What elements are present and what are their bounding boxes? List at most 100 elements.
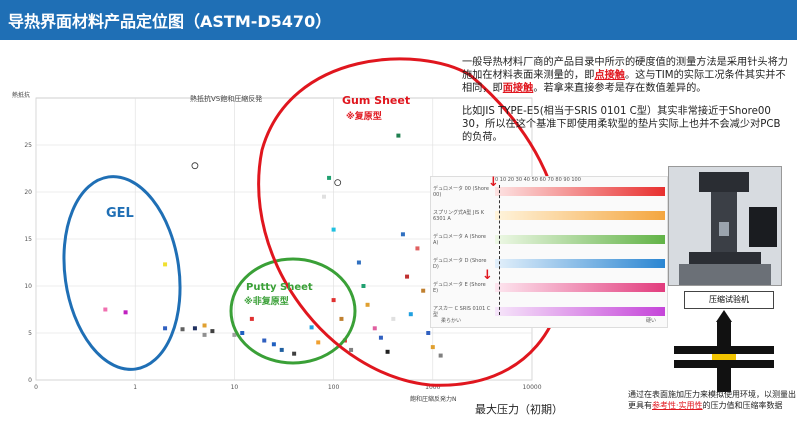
- data-point: [292, 351, 297, 356]
- x-tick-label: 0: [34, 384, 38, 391]
- point-contact-highlight: 点接触: [594, 70, 625, 81]
- data-point: [372, 326, 377, 331]
- data-point: [378, 335, 383, 340]
- title-bar: 导热界面材料产品定位图（ASTM-D5470）: [0, 0, 797, 40]
- data-point: [192, 326, 197, 331]
- durometer-name: デュロメータ D (Shore D): [433, 258, 487, 270]
- x-tick-label: 1: [133, 384, 137, 391]
- note-part-a: 通过在表面施加压力来模拟使用环境，以测量出更具有: [628, 390, 796, 410]
- durometer-row: スプリング式A型 JIS K 6301 A: [431, 207, 667, 229]
- durometer-row: デュロメータ D (Shore D): [431, 255, 667, 277]
- data-point: [279, 347, 284, 352]
- hard-label: 硬い: [646, 318, 657, 324]
- data-point: [327, 175, 332, 180]
- y-tick-label: 0: [28, 377, 32, 384]
- durometer-row: アスカー C SRIS 0101 C型: [431, 303, 667, 325]
- data-point: [361, 284, 366, 288]
- data-point: [391, 316, 396, 321]
- data-point: [180, 327, 185, 332]
- x-tick-label: 10000: [522, 384, 541, 391]
- page-title: 导热界面材料产品定位图（ASTM-D5470）: [8, 12, 332, 31]
- data-point: [426, 331, 431, 335]
- data-point: [163, 326, 168, 331]
- gum-label: Gum Sheet: [342, 94, 411, 107]
- tester-label: 压缩试验机: [684, 291, 774, 309]
- data-point: [331, 227, 336, 232]
- data-point: [249, 316, 254, 321]
- reference-line: [499, 185, 500, 315]
- y-tick-label: 5: [28, 330, 32, 337]
- p1-part-b: 。这与TIM的实际工况条件其实并不相同，即: [462, 70, 786, 94]
- data-point: [438, 353, 443, 358]
- surface-contact-highlight: 面接触: [502, 83, 534, 94]
- durometer-scale: 0 10 20 30 40 50 60 70 80 90 100: [495, 177, 581, 183]
- data-point: [385, 349, 390, 354]
- test-note: 通过在表面施加压力来模拟使用环境，以测量出更具有参考性·实用性的压力值和压缩率数…: [628, 389, 796, 411]
- durometer-name: アスカー C SRIS 0101 C型: [433, 306, 491, 318]
- durometer-row: デュロメータ A (Shore A): [431, 231, 667, 253]
- p1-part-a: 一般导热材料厂商的产品目录中所示的硬度值的测量方法是采用针头将力施加在材料表面来…: [462, 57, 788, 81]
- axis-caption: 最大压力（初期）: [475, 403, 563, 416]
- data-point: [339, 316, 344, 321]
- durometer-gradient: [495, 307, 665, 316]
- data-point: [202, 332, 207, 337]
- arrow-down-icon: ↓: [482, 268, 493, 283]
- description-text: 一般导热材料厂商的产品目录中所示的硬度值的测量方法是采用针头将力施加在材料表面来…: [462, 56, 788, 154]
- data-point: [400, 232, 405, 237]
- data-point: [356, 260, 361, 265]
- gum-note: ※复原型: [346, 112, 382, 122]
- durometer-gradient: [495, 283, 665, 292]
- y-tick-label: 10: [24, 283, 32, 290]
- compression-tester-photo: [668, 166, 782, 286]
- data-point: [342, 338, 347, 343]
- data-point: [202, 323, 207, 328]
- note-part-b: 的压力值和压缩率数据: [702, 401, 783, 410]
- gel-label: GEL: [106, 206, 134, 221]
- compression-diagram: [674, 310, 774, 392]
- durometer-row: デュロメータ E (Shore E): [431, 279, 667, 301]
- x-tick-label: 1000: [425, 384, 440, 391]
- y-axis-label: 熱抵抗: [12, 92, 31, 99]
- data-point: [240, 331, 245, 335]
- arrow-down-icon: ↓: [488, 175, 499, 190]
- data-point: [232, 332, 237, 337]
- putty-note: ※非复原型: [244, 297, 289, 307]
- data-point: [365, 302, 370, 307]
- data-point: [262, 338, 267, 343]
- data-point: [210, 329, 215, 334]
- durometer-gradient: [495, 259, 665, 268]
- durometer-name: スプリング式A型 JIS K 6301 A: [433, 210, 485, 222]
- durometer-gradient: [495, 211, 665, 220]
- durometer-gradient: [495, 235, 665, 244]
- data-point: [103, 307, 108, 312]
- data-point: [271, 342, 276, 347]
- data-point: [316, 340, 321, 345]
- data-point: [415, 246, 420, 251]
- putty-label: Putty Sheet: [246, 282, 313, 293]
- arrow-down-icon: [716, 310, 732, 322]
- note-highlight: 参考性·实用性: [652, 401, 703, 410]
- x-tick-label: 100: [328, 384, 340, 391]
- paragraph-2: 比如JIS TYPE-E5(相当于SRIS 0101 C型）其实非常接近于Sho…: [462, 106, 781, 143]
- y-tick-label: 15: [24, 236, 32, 243]
- y-tick-label: 25: [24, 142, 32, 149]
- data-point: [430, 345, 435, 350]
- data-point: [123, 310, 128, 315]
- data-point: [396, 133, 401, 138]
- durometer-gradient: [495, 187, 665, 196]
- data-point: [321, 194, 326, 199]
- durometer-scale-panel: デュロメータ 00 (Shore 00) 0 10 20 30 40 50 60 …: [430, 176, 668, 328]
- data-point: [191, 162, 199, 170]
- data-point: [405, 274, 410, 279]
- paragraph-1: 一般导热材料厂商的产品目录中所示的硬度值的测量方法是采用针头将力施加在材料表面来…: [462, 56, 788, 95]
- soft-label: 柔らかい: [441, 318, 462, 324]
- data-point: [309, 325, 314, 330]
- durometer-name: デュロメータ A (Shore A): [433, 234, 486, 246]
- data-point: [163, 262, 168, 267]
- durometer-name: デュロメータ 00 (Shore 00): [433, 186, 489, 198]
- data-point: [408, 312, 413, 317]
- x-axis-label: 飽和圧縮反発力N: [410, 396, 457, 403]
- y-tick-label: 20: [24, 189, 32, 196]
- data-point: [334, 179, 342, 186]
- x-tick-label: 10: [231, 384, 239, 391]
